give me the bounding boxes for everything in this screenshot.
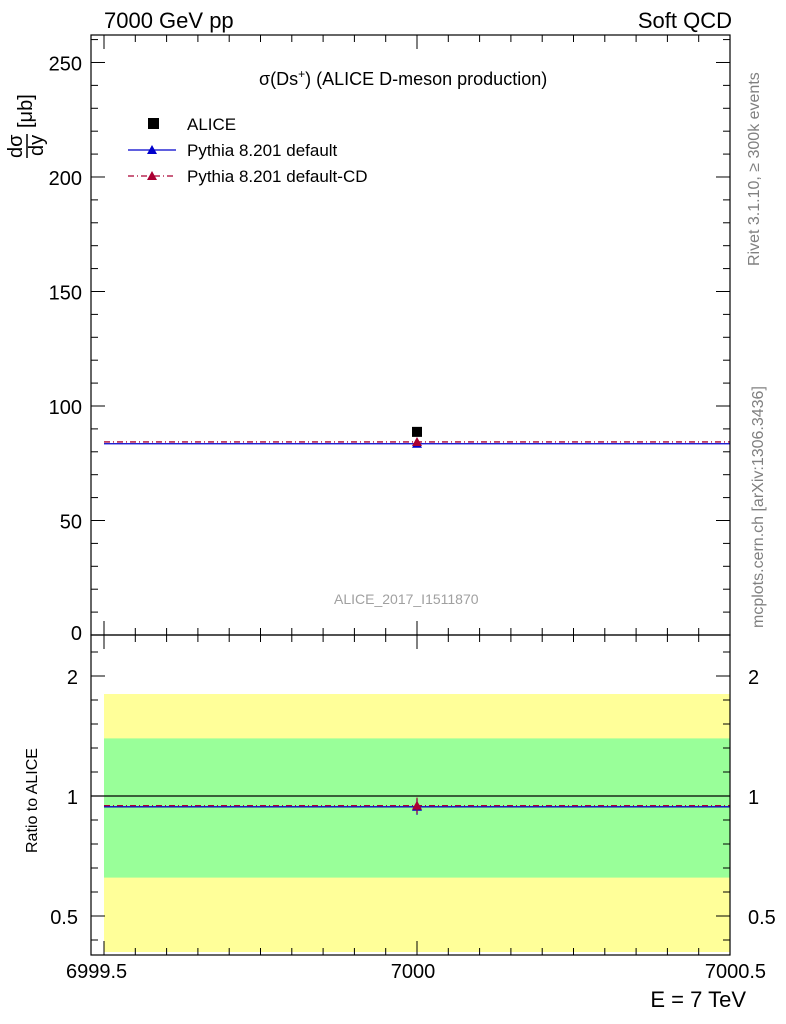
main-y-tick-label: 200 — [49, 168, 82, 190]
main-y-tick-label: 250 — [49, 53, 82, 75]
ratio-y-tick-label-right: 2 — [748, 667, 759, 689]
ratio-ticks — [91, 651, 730, 941]
main-ylabel-den: dy — [26, 135, 48, 156]
main-y-tick-label: 100 — [49, 397, 82, 419]
series-layer — [104, 145, 730, 815]
x-tick-label: 7000 — [391, 961, 436, 983]
x-tick-label: 7000.5 — [705, 961, 766, 983]
main-y-tick-label: 50 — [60, 511, 82, 533]
legend-marker-alice — [148, 118, 159, 129]
ratio-frame — [90, 634, 731, 956]
ratio-y-tick-label: 0.5 — [50, 907, 78, 929]
legend-label-2: Pythia 8.201 default-CD — [187, 167, 368, 186]
legend: ALICE Pythia 8.201 default Pythia 8.201 de… — [128, 115, 368, 186]
header-left: 7000 GeV pp — [104, 8, 234, 33]
main-ylabel: dσ dy [μb] — [2, 94, 48, 270]
ratio-y-tick-label: 2 — [67, 667, 78, 689]
legend-label-1: Pythia 8.201 default — [187, 141, 338, 160]
legend-marker-2 — [147, 171, 157, 180]
main-y-tick-label: 0 — [71, 623, 82, 645]
main-title: σ(Ds+) (ALICE D-meson production) — [259, 67, 547, 89]
x-axis-label: E = 7 TeV — [650, 987, 746, 1012]
series-marker-2 — [412, 436, 422, 446]
ratio-y-tick-label-right: 1 — [748, 787, 759, 809]
ratio-bands — [91, 694, 730, 952]
legend-label-0: ALICE — [187, 115, 236, 134]
main-ylabel-unit: [μb] — [15, 94, 37, 128]
ratio-series-marker-1 — [412, 800, 422, 810]
alice-data-point — [412, 426, 422, 437]
header-right: Soft QCD — [637, 8, 732, 33]
analysis-watermark: ALICE_2017_I1511870 — [334, 591, 479, 607]
ratio-y-tick-label: 1 — [67, 787, 78, 809]
main-ylabel-num: dσ — [5, 134, 27, 158]
x-tick-label: 6999.5 — [66, 961, 127, 983]
ratio-y-tick-label-right: 0.5 — [748, 907, 776, 929]
tick-labels: 0 50 100 150 200 250 0.5 0.5 1 1 2 2 6999.5 7000 7000.… — [49, 53, 776, 983]
main-y-tick-label: 150 — [49, 282, 82, 304]
